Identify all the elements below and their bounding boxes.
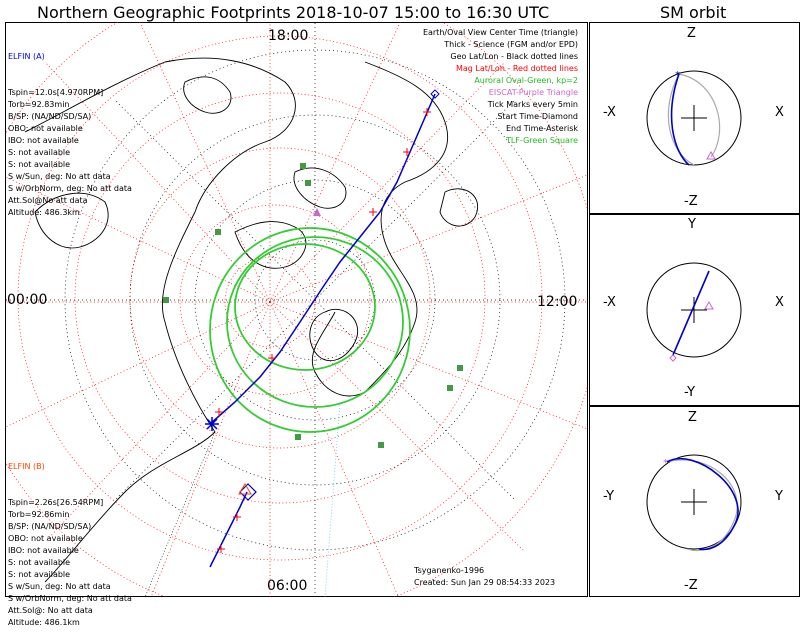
- sm-axis-label: -X: [603, 295, 616, 310]
- legend-entry: Earth/Oval View Center Time (triangle): [422, 28, 578, 37]
- elfin-a-info-line: OBO: not available: [8, 124, 83, 133]
- sm-orbit-title: SM orbit: [660, 3, 727, 22]
- sm-axis-label: -X: [603, 105, 616, 120]
- legend: Earth/Oval View Center Time (triangle) Th…: [328, 27, 578, 157]
- sm-axis-label: X: [775, 105, 784, 120]
- svg-text:*: *: [675, 70, 680, 81]
- elfin-b-info-line: IBO: not available: [8, 546, 79, 555]
- tlf-square: [305, 180, 311, 186]
- legend-entry: Tick Marks every 5min: [487, 100, 578, 109]
- elfin-b-name: ELFIN (B): [8, 462, 45, 471]
- tlf-square: [457, 365, 463, 371]
- legend-entry: Thick - Science (FGM and/or EPD): [444, 40, 578, 49]
- legend-entry: Geo Lat/Lon - Black dotted lines: [450, 52, 578, 61]
- legend-entry: Mag Lat/Lon - Red dotted lines: [455, 64, 578, 73]
- elfin-a-info-line: IBO: not available: [8, 136, 79, 145]
- elfin-b-info-line: Tspin=2.26s[26.54RPM]: [8, 498, 104, 507]
- elfin-b-info-line: OBO: not available: [8, 534, 83, 543]
- page-title: Northern Geographic Footprints 2018-10-0…: [37, 3, 550, 22]
- elfin-a-info-line: S w/Sun, deg: No att data: [8, 172, 111, 181]
- elfin-b-info-line: S: not available: [8, 558, 71, 567]
- coastlines: [24, 57, 479, 583]
- created-label: Created: Sun Jan 29 08:54:33 2023: [414, 578, 556, 587]
- elfin-b-info-line: S w/OrbNorm, deg: No att data: [8, 594, 132, 603]
- elfin-a-info-line: S: not available: [8, 148, 71, 157]
- elfin-b-info-line: Altitude: 486.1km: [8, 618, 80, 627]
- elfin-b-ticks: [217, 513, 241, 553]
- sm-axis-label: X: [775, 295, 784, 310]
- elfin-a-info-line: Torb=92.83min: [8, 100, 70, 109]
- footprint-map: 18:00 00:00 12:00 06:00: [5, 22, 588, 597]
- legend-entry: End Time-Asterisk: [505, 124, 578, 133]
- model-label: Tsyganenko-1996: [414, 566, 485, 575]
- elfin-a-name: ELFIN (A): [8, 52, 45, 61]
- elfin-a-start-diamond: [430, 89, 440, 99]
- time-label-top: 18:00: [268, 28, 308, 44]
- sm-axis-label: -Y: [684, 385, 695, 400]
- legend-entry: Auroral Oval-Green, kp=2: [474, 76, 578, 85]
- elfin-a-info: ELFIN (A) Tspin=12.0s[4.970RPM] Torb=92.8…: [8, 27, 132, 231]
- time-label-right: 12:00: [537, 294, 577, 310]
- mag-lat-grid: [5, 22, 588, 597]
- map-frame: [5, 22, 588, 597]
- sm-panel-yz: * Z -Z -Y Y: [603, 410, 783, 593]
- sm-axis-label: Y: [774, 489, 783, 504]
- sm-axis-label: Y: [687, 217, 696, 232]
- elfin-a-info-line: S w/OrbNorm, deg: No att data: [8, 184, 132, 193]
- tlf-square: [163, 297, 169, 303]
- legend-entry: TLF-Green Square: [505, 136, 578, 145]
- sm-axis-label: Z: [687, 26, 696, 41]
- elfin-a-info-line: S: not available: [8, 160, 71, 169]
- elfin-b-info-line: B/SP: (NA/ND/SD/SA): [8, 522, 92, 531]
- elfin-b-info: ELFIN (B) Tspin=2.26s[26.54RPM] Torb=92.8…: [8, 437, 132, 641]
- time-label-left: 00:00: [7, 292, 47, 308]
- elfin-b-info-line: Att.Sol@: No att data: [8, 606, 93, 615]
- sm-orbit-panels: * Z -Z -X X Y -Y -X X * Z -Z -Y Y: [589, 22, 800, 597]
- elfin-b-info-line: S: not available: [8, 570, 71, 579]
- sm-axis-label: -Z: [684, 578, 698, 593]
- elfin-a-info-line: B/SP: (NA/ND/SD/SA): [8, 112, 92, 121]
- elfin-a-info-line: Altitude: 486.3km: [8, 208, 80, 217]
- eiscat-triangle: [238, 483, 252, 495]
- legend-entry: Start Time-Diamond: [497, 112, 578, 121]
- legend-entry: EISCAT-Purple Triangle: [488, 88, 578, 97]
- tlf-square: [215, 229, 221, 235]
- sm-axis-label: -Y: [603, 489, 614, 504]
- tlf-square: [378, 442, 384, 448]
- sm-panel-xz: * Z -Z -X X: [603, 26, 784, 209]
- time-label-bottom: 06:00: [267, 578, 307, 594]
- noon-meridian: [324, 401, 341, 597]
- svg-text:*: *: [663, 458, 668, 469]
- elfin-b-info-line: S w/Sun, deg: No att data: [8, 582, 111, 591]
- elfin-b-start-diamond: [239, 483, 257, 501]
- elfin-b-track: [209, 491, 248, 568]
- elfin-a-end-asterisk: [205, 417, 219, 431]
- elfin-b-info-line: Torb=92.86min: [8, 510, 70, 519]
- elfin-a-info-line: Tspin=12.0s[4.970RPM]: [8, 88, 104, 97]
- sm-panel-xy: Y -Y -X X: [603, 217, 784, 400]
- tlf-square: [300, 163, 306, 169]
- auroral-oval: [209, 227, 411, 433]
- sm-axis-label: Z: [688, 410, 697, 425]
- elfin-a-ticks: [215, 108, 431, 416]
- tlf-square: [295, 434, 301, 440]
- sm-axis-label: -Z: [684, 194, 698, 209]
- eiscat-triangle: [313, 208, 321, 216]
- tlf-square: [447, 385, 453, 391]
- elfin-a-info-line: Att.Sol@No att data: [8, 196, 88, 205]
